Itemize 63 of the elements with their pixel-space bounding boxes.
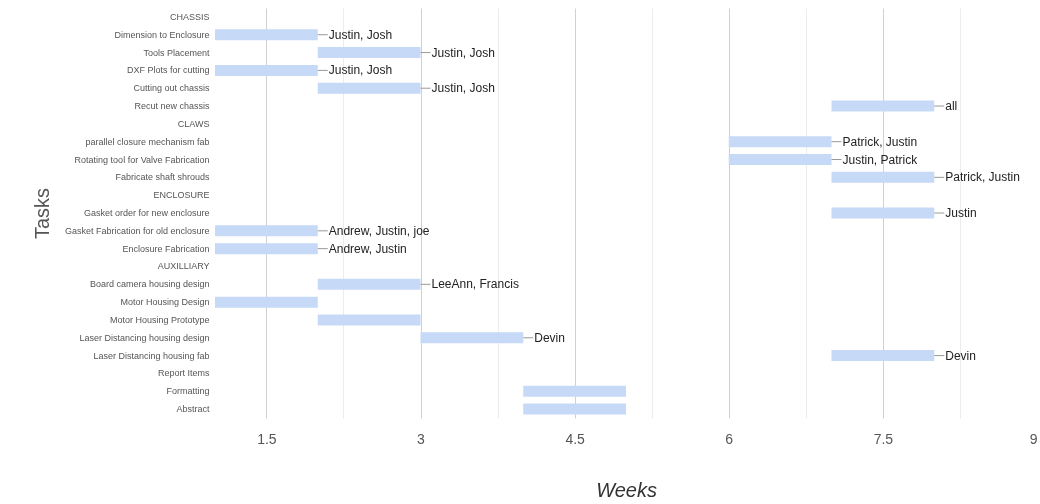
x-tick-label: 6: [725, 430, 734, 447]
annotation: Patrick, Justin: [945, 170, 1020, 185]
annotation: Justin, Patrick: [842, 152, 919, 167]
y-tick-label: parallel closure mechanism fab: [85, 136, 210, 147]
y-tick-label: CHASSIS: [169, 11, 210, 22]
y-tick-label: DXF Plots for cutting: [126, 65, 210, 76]
y-tick-label: Cutting out chassis: [133, 83, 210, 94]
x-tick-label: 4.5: [565, 430, 586, 447]
annotation: Justin: [945, 206, 977, 220]
y-axis-title: Tasks: [30, 187, 53, 240]
y-tick-label: Recut new chassis: [134, 101, 210, 112]
x-tick-label: 3: [417, 430, 426, 447]
y-tick-label: Fabricate shaft shrouds: [115, 172, 210, 183]
annotation: Andrew, Justin, joe: [328, 223, 430, 238]
y-tick-label: Report Items: [157, 368, 210, 379]
x-tick-label: 1.5: [257, 430, 277, 447]
bar: [831, 171, 935, 183]
y-tick-label: Board camera housing design: [89, 279, 210, 290]
bar: [215, 296, 318, 308]
x-tick-label: 7.5: [873, 430, 894, 447]
y-tick-label: AUXILLIARY: [157, 261, 210, 272]
bar: [728, 136, 832, 148]
bar: [317, 47, 421, 59]
y-tick-label: Motor Housing Prototype: [109, 314, 210, 325]
y-tick-label: ENCLOSURE: [153, 190, 210, 201]
y-tick-label: Motor Housing Design: [120, 297, 210, 308]
y-tick-label: CLAWS: [177, 118, 210, 129]
y-tick-label: Enclosure Fabrication: [122, 243, 210, 254]
y-tick-label: Gasket Fabrication for old enclosure: [64, 225, 210, 236]
bar: [523, 403, 626, 415]
bar: [317, 278, 421, 290]
bar: [317, 82, 421, 94]
y-tick-label: Gasket order for new enclosure: [83, 208, 210, 218]
y-tick-label: Formatting: [166, 386, 210, 397]
annotation: Andrew, Justin: [328, 241, 407, 256]
bar: [215, 29, 318, 41]
annotation: Justin, Josh: [328, 27, 393, 42]
x-axis-title: Weeks: [596, 478, 657, 501]
bar: [831, 100, 935, 112]
annotation: Justin, Josh: [431, 45, 495, 60]
annotation: LeeAnn, Francis: [431, 277, 519, 292]
x-tick-label: 9: [1029, 430, 1038, 447]
bar: [831, 207, 935, 219]
y-tick-label: Laser Distancing housing fab: [93, 350, 210, 361]
bar: [215, 64, 318, 76]
annotation: all: [945, 99, 958, 114]
bar: [420, 332, 524, 344]
annotation: Devin: [534, 330, 565, 345]
bar: [831, 350, 935, 362]
y-tick-label: Rotating tool for Valve Fabrication: [74, 154, 210, 165]
bar: [728, 154, 832, 166]
y-tick-label: Dimension to Enclosure: [114, 29, 210, 40]
bar: [215, 225, 318, 237]
bar: [317, 314, 421, 326]
annotation: Justin, Josh: [328, 63, 393, 78]
y-tick-label: Laser Distancing housing design: [79, 332, 210, 343]
bar: [523, 385, 626, 397]
y-tick-label: Tools Placement: [143, 47, 210, 58]
annotation: Devin: [945, 348, 976, 363]
y-tick-label: Abstract: [176, 404, 210, 415]
bar: [215, 243, 318, 255]
annotation: Justin, Josh: [431, 81, 495, 96]
annotation: Patrick, Justin: [842, 134, 918, 149]
